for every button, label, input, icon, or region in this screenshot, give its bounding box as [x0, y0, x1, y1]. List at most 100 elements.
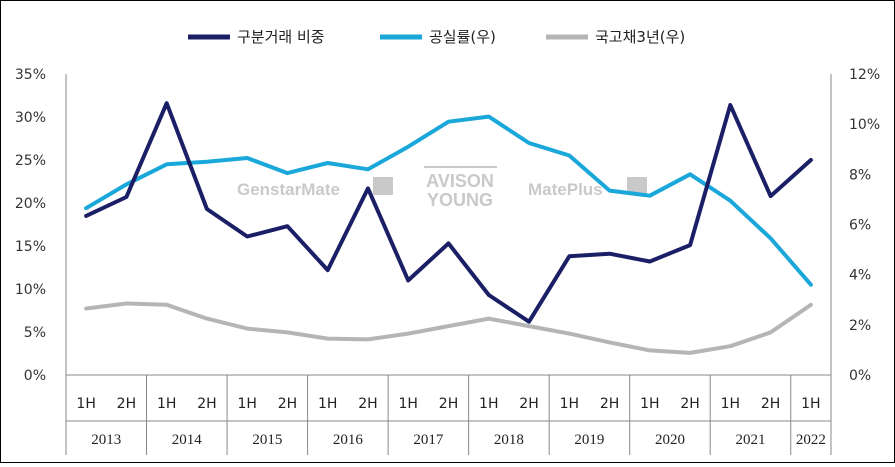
- data-point-share: [245, 235, 249, 239]
- x-year-label: 2018: [494, 432, 524, 448]
- right-tick-label: 6%: [849, 218, 871, 234]
- data-point-bond: [769, 330, 773, 334]
- x-category-label: 1H: [640, 396, 659, 412]
- data-point-vacancy: [688, 172, 692, 176]
- data-point-bond: [447, 324, 450, 328]
- data-point-bond: [205, 317, 209, 321]
- data-point-share: [326, 268, 330, 272]
- x-year-label: 2013: [91, 432, 121, 448]
- data-point-vacancy: [728, 199, 732, 203]
- right-tick-label: 0%: [849, 368, 871, 384]
- legend-label-share: 구분거래 비중: [237, 28, 325, 46]
- data-point-bond: [124, 302, 128, 306]
- x-category-label: 1H: [399, 396, 418, 412]
- data-point-share: [205, 207, 209, 211]
- data-point-share: [165, 101, 169, 105]
- data-point-vacancy: [366, 167, 370, 171]
- data-point-share: [124, 195, 128, 199]
- watermark-avison-line2: YOUNG: [427, 190, 493, 210]
- x-year-label: 2020: [655, 432, 685, 448]
- x-category-label: 2H: [117, 396, 136, 412]
- data-point-share: [769, 194, 773, 198]
- data-point-bond: [406, 332, 410, 336]
- left-axis-ticks: 0% 5% 10% 15% 20% 25% 30% 35%: [15, 67, 46, 384]
- x-category-label: 2H: [680, 396, 699, 412]
- data-point-vacancy: [487, 115, 491, 119]
- left-tick-label: 5%: [24, 325, 46, 341]
- left-tick-label: 0%: [24, 368, 46, 384]
- data-point-bond: [165, 303, 169, 307]
- data-point-bond: [608, 340, 612, 344]
- x-category-label: 1H: [318, 396, 337, 412]
- data-point-vacancy: [84, 206, 88, 210]
- axis-lines: [65, 74, 832, 455]
- data-point-vacancy: [205, 160, 209, 164]
- x-category-label: 2H: [439, 396, 458, 412]
- data-point-bond: [648, 348, 652, 352]
- x-category-label: 1H: [237, 396, 256, 412]
- x-year-label: 2019: [574, 432, 604, 448]
- data-point-share: [285, 224, 289, 228]
- data-point-bond: [728, 344, 732, 348]
- data-point-vacancy: [527, 141, 531, 145]
- x-axis-categories: 1H 2H 1H 2H 1H 2H 1H 2H 1H 2H 1H 2H 1H 2H 1H 2H 1H 2H 1H: [76, 396, 820, 412]
- x-category-label: 1H: [560, 396, 579, 412]
- watermark-avison-line1: AVISON: [426, 171, 494, 191]
- x-year-label: 2022: [796, 432, 826, 448]
- watermark-mateplus-logo: [627, 177, 647, 195]
- right-axis-ticks: 0% 2% 4% 6% 8% 10% 12%: [849, 67, 880, 384]
- data-point-share: [728, 103, 732, 107]
- x-year-label: 2021: [735, 432, 765, 448]
- data-point-bond: [527, 324, 531, 328]
- right-tick-label: 10%: [849, 117, 880, 133]
- x-category-label: 2H: [358, 396, 377, 412]
- legend-item-share[interactable]: 구분거래 비중: [188, 28, 325, 46]
- left-tick-label: 25%: [15, 153, 46, 169]
- data-point-vacancy: [769, 236, 773, 240]
- data-point-vacancy: [648, 194, 652, 198]
- watermark-genstarmate: GenstarMate: [237, 180, 340, 199]
- data-point-bond: [245, 327, 249, 331]
- data-point-vacancy: [406, 145, 410, 149]
- data-point-vacancy: [165, 162, 169, 166]
- data-point-bond: [84, 307, 88, 311]
- legend-label-bond: 국고채3년(우): [595, 28, 685, 46]
- data-point-bond: [326, 337, 330, 341]
- legend: 구분거래 비중 공실률(우) 국고채3년(우): [188, 28, 685, 46]
- x-year-label: 2014: [172, 432, 203, 448]
- x-category-label: 1H: [157, 396, 176, 412]
- x-category-label: 2H: [519, 396, 538, 412]
- x-axis-years: 2013 2014 2015 2016 2017 2018 2019 2020 2021 2022: [91, 432, 826, 448]
- data-point-share: [608, 252, 612, 256]
- data-point-share: [527, 320, 531, 324]
- data-point-share: [688, 243, 692, 247]
- left-tick-label: 30%: [15, 110, 46, 126]
- data-point-vacancy: [567, 154, 571, 158]
- x-year-label: 2016: [333, 432, 364, 448]
- data-point-share: [567, 254, 571, 258]
- data-point-share: [809, 158, 813, 162]
- series-line-share: [84, 101, 813, 324]
- data-point-share: [84, 214, 88, 218]
- x-category-label: 2H: [278, 396, 297, 412]
- right-tick-label: 2%: [849, 318, 871, 334]
- series-layer: [84, 101, 813, 355]
- data-point-bond: [809, 303, 813, 307]
- right-tick-label: 8%: [849, 167, 871, 183]
- x-category-label: 1H: [801, 396, 820, 412]
- data-point-vacancy: [608, 189, 612, 193]
- left-tick-label: 10%: [15, 282, 46, 298]
- legend-item-bond[interactable]: 국고채3년(우): [546, 28, 685, 46]
- series-line-bond: [84, 301, 813, 355]
- left-tick-label: 15%: [15, 239, 46, 255]
- data-point-vacancy: [245, 156, 249, 160]
- watermark-mateplus: MatePlus: [528, 180, 603, 199]
- data-point-share: [487, 293, 491, 297]
- data-point-share: [406, 278, 410, 282]
- x-category-label: 2H: [600, 396, 619, 412]
- data-point-share: [648, 259, 652, 263]
- right-tick-label: 12%: [849, 67, 880, 83]
- legend-item-vacancy[interactable]: 공실률(우): [380, 28, 496, 46]
